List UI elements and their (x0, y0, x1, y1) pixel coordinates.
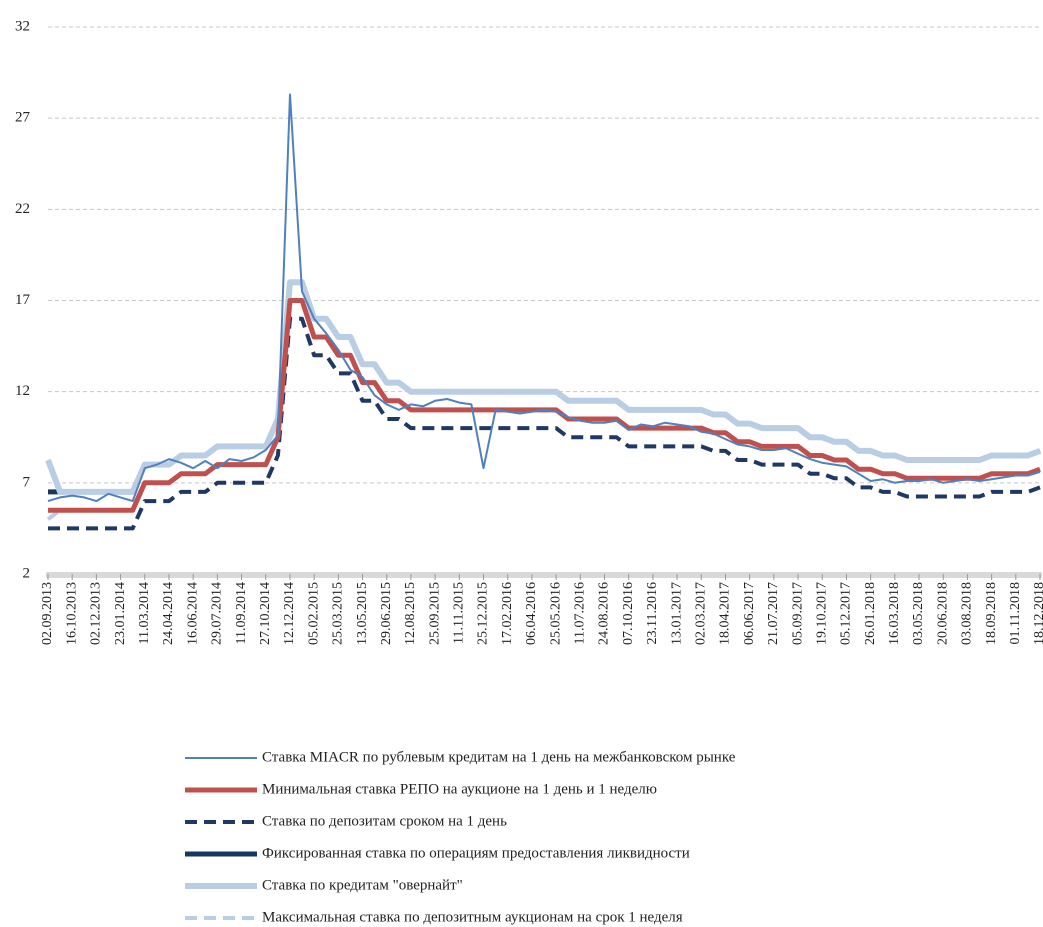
x-tick-label: 16.03.2018 (887, 582, 902, 645)
series-line (47, 93, 1041, 503)
x-tick-label: 05.09.2017 (790, 582, 805, 645)
x-tick-label: 11.11.2015 (452, 582, 467, 644)
x-tick-label: 05.12.2017 (839, 582, 854, 645)
x-tick-label: 03.05.2018 (911, 582, 926, 645)
x-tick-label: 24.08.2016 (597, 582, 612, 645)
series-line (45, 279, 1042, 495)
x-tick-label: 16.10.2013 (64, 582, 79, 645)
x-tick-label: 19.10.2017 (814, 582, 829, 645)
x-tick-label: 21.07.2017 (766, 582, 781, 645)
x-tick-label: 18.09.2018 (984, 582, 999, 645)
legend-label: Ставка по кредитам "овернайт" (262, 877, 463, 893)
x-tick-label: 29.07.2014 (210, 582, 225, 645)
x-tick-label: 20.06.2018 (935, 582, 950, 645)
legend-label: Максимальная ставка по депозитным аукцио… (262, 909, 683, 925)
x-tick-label: 06.04.2016 (524, 582, 539, 645)
x-tick-label: 11.07.2016 (573, 582, 588, 644)
x-tick-label: 29.06.2015 (379, 582, 394, 645)
x-tick-label: 25.03.2015 (331, 582, 346, 645)
y-tick-label: 32 (15, 18, 30, 34)
y-tick-label: 12 (15, 383, 30, 399)
x-tick-label: 23.11.2016 (645, 582, 660, 644)
x-tick-label: 27.10.2014 (258, 582, 273, 645)
x-tick-label: 07.10.2016 (621, 582, 636, 645)
x-tick-label: 23.01.2014 (113, 582, 128, 645)
legend-label: Ставка MIACR по рублевым кредитам на 1 д… (262, 749, 736, 765)
x-tick-label: 13.01.2017 (669, 582, 684, 645)
series-line (48, 298, 1041, 513)
x-tick-label: 26.01.2018 (863, 582, 878, 645)
x-tick-label: 13.05.2015 (355, 582, 370, 645)
x-tick-label: 06.06.2017 (742, 582, 757, 645)
x-tick-label: 18.04.2017 (718, 582, 733, 645)
y-tick-label: 2 (23, 565, 31, 581)
x-tick-label: 17.02.2016 (500, 582, 515, 645)
x-tick-label: 02.03.2017 (693, 582, 708, 645)
legend-label: Ставка по депозитам сроком на 1 день (262, 813, 507, 829)
legend-label: Фиксированная ставка по операциям предос… (262, 845, 690, 861)
x-axis (46, 572, 1042, 578)
series-line (48, 279, 1041, 495)
x-tick-label: 18.12.2018 (1032, 582, 1043, 645)
x-tick-label: 02.12.2013 (89, 582, 104, 645)
y-tick-label: 17 (15, 292, 31, 308)
y-tick-label: 27 (15, 110, 31, 126)
x-tick-label: 03.08.2018 (960, 582, 975, 645)
y-tick-label: 22 (15, 201, 30, 217)
x-tick-label: 25.05.2016 (548, 582, 563, 645)
x-tick-label: 05.02.2015 (306, 582, 321, 645)
legend-label: Минимальная ставка РЕПО на аукционе на 1… (262, 781, 657, 797)
x-tick-label: 02.09.2013 (40, 582, 55, 645)
x-tick-label: 16.06.2014 (185, 582, 200, 645)
x-tick-label: 11.03.2014 (137, 582, 152, 644)
x-tick-label: 12.08.2015 (403, 582, 418, 645)
x-tick-label: 24.04.2014 (161, 582, 176, 645)
x-tick-label: 12.12.2014 (282, 582, 297, 645)
x-tick-label: 25.12.2015 (476, 582, 491, 645)
x-tick-label: 25.09.2015 (427, 582, 442, 645)
y-tick-label: 7 (23, 474, 31, 490)
series-line (48, 316, 1041, 531)
x-tick-label: 01.11.2018 (1008, 582, 1023, 644)
x-tick-label: 11.09.2014 (234, 582, 249, 644)
